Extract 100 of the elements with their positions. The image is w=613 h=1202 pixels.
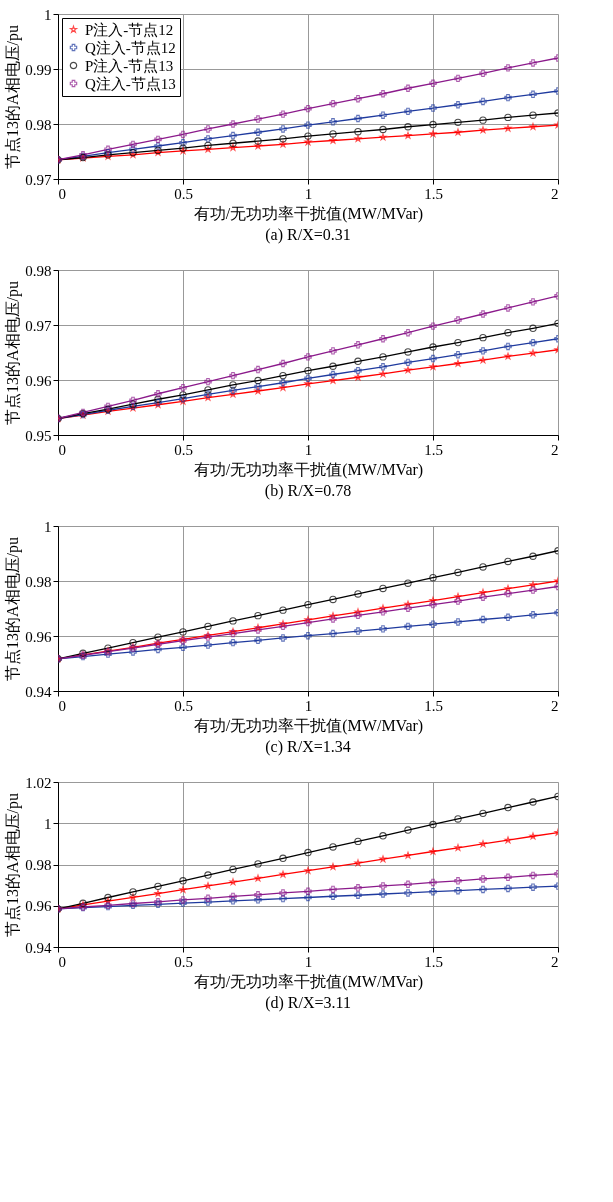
point [479, 588, 487, 596]
point [254, 142, 262, 150]
point [329, 843, 337, 851]
y-tick-label: 0.95 [25, 427, 52, 444]
point [304, 138, 312, 146]
point [329, 362, 337, 370]
point [254, 636, 262, 645]
point [354, 590, 362, 598]
point [129, 888, 137, 896]
point [229, 390, 237, 398]
point [354, 127, 362, 136]
x-tick-label: 0.5 [174, 953, 193, 970]
point [379, 133, 387, 141]
point [479, 116, 487, 124]
point [279, 634, 287, 642]
point [479, 126, 487, 134]
x-tick-label: 1.5 [424, 697, 443, 714]
point [204, 125, 212, 133]
point [204, 641, 212, 649]
point [254, 115, 262, 123]
point [179, 138, 187, 147]
point [454, 886, 462, 895]
y-tick-label: 0.98 [25, 116, 52, 133]
point [404, 600, 412, 608]
point [354, 357, 362, 366]
point [404, 604, 412, 612]
point [404, 826, 412, 834]
point [329, 118, 337, 126]
point [279, 854, 287, 863]
x-tick-label: 1 [304, 185, 313, 202]
point [279, 889, 287, 897]
point [329, 863, 337, 870]
x-tick-label: 1 [304, 953, 313, 970]
point [229, 892, 237, 901]
point [329, 885, 337, 894]
point [529, 111, 537, 119]
point [454, 101, 462, 109]
point [204, 386, 212, 394]
point [154, 889, 162, 897]
point [304, 632, 312, 640]
point [154, 633, 162, 641]
point [379, 890, 387, 898]
x-tick-label: 0 [58, 697, 66, 714]
point [404, 880, 412, 889]
x-axis-title: 有功/无功功率干扰值(MW/MVar) [193, 972, 424, 991]
point [154, 135, 162, 144]
point [404, 366, 412, 374]
point [229, 878, 237, 886]
point [204, 135, 212, 143]
point [454, 74, 462, 83]
point [504, 64, 512, 72]
point [279, 383, 287, 391]
point [179, 643, 187, 651]
point [429, 573, 437, 582]
point [204, 871, 212, 879]
point [329, 370, 337, 379]
point [329, 892, 337, 900]
point [429, 79, 437, 88]
point [404, 579, 412, 587]
y-tick-label: 0.97 [25, 171, 52, 188]
point [154, 390, 162, 398]
point [454, 597, 462, 605]
point [354, 627, 362, 635]
point [304, 616, 312, 623]
point [529, 798, 537, 806]
point [154, 645, 162, 654]
point [379, 608, 387, 616]
point [454, 844, 462, 851]
text: (a) R/X=0.31 [265, 226, 351, 244]
point [279, 894, 287, 903]
point [279, 140, 287, 148]
x-axis-title: 有功/无功功率干扰值(MW/MVar) [193, 716, 424, 735]
point [304, 600, 312, 609]
point [304, 132, 312, 140]
point [529, 552, 537, 560]
text: (d) R/X=3.11 [265, 994, 351, 1012]
point [279, 870, 287, 878]
point [354, 341, 362, 349]
point [229, 386, 237, 395]
point [504, 803, 512, 812]
point [329, 136, 337, 144]
x-axis-title: 有功/无功功率干扰值(MW/MVar) [193, 460, 424, 479]
point [279, 125, 287, 133]
point [479, 809, 487, 818]
y-tick-label: 0.98 [25, 857, 52, 873]
point [204, 145, 212, 153]
point [354, 114, 362, 123]
point [354, 611, 362, 620]
point [529, 59, 537, 67]
point [429, 820, 437, 829]
y-tick-label: 0.94 [25, 683, 52, 700]
point [454, 350, 462, 359]
y-tick-label: 1.02 [25, 774, 52, 791]
x-tick-label: 1.5 [424, 185, 443, 202]
point [329, 347, 337, 355]
point [429, 600, 437, 609]
point [379, 882, 387, 890]
y-axis-title: 节点13的A相电压/pu [4, 537, 23, 681]
point [379, 604, 387, 612]
point [429, 130, 437, 138]
